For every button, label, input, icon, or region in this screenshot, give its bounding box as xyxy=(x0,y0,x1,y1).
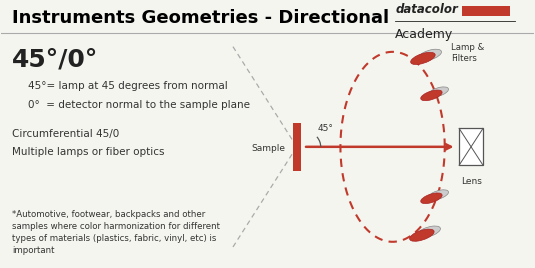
Text: Multiple lamps or fiber optics: Multiple lamps or fiber optics xyxy=(12,147,165,157)
Text: Circumferential 45/0: Circumferential 45/0 xyxy=(12,129,119,139)
Ellipse shape xyxy=(418,49,441,61)
Ellipse shape xyxy=(411,52,435,65)
Text: Lamp &
Filters: Lamp & Filters xyxy=(451,43,484,63)
Ellipse shape xyxy=(417,226,440,238)
FancyBboxPatch shape xyxy=(459,128,483,165)
Ellipse shape xyxy=(421,90,442,101)
FancyBboxPatch shape xyxy=(293,123,301,170)
Text: *Automotive, footwear, backpacks and other
samples where color harmonization for: *Automotive, footwear, backpacks and oth… xyxy=(12,210,220,255)
Ellipse shape xyxy=(428,87,448,97)
Ellipse shape xyxy=(428,190,448,200)
Text: Lens: Lens xyxy=(461,177,482,186)
Text: Sample: Sample xyxy=(251,144,286,153)
FancyBboxPatch shape xyxy=(462,6,510,16)
Text: datacolor: datacolor xyxy=(395,3,458,16)
Text: Academy: Academy xyxy=(395,28,454,41)
Ellipse shape xyxy=(410,229,434,241)
Text: 0°  = detector normal to the sample plane: 0° = detector normal to the sample plane xyxy=(28,100,250,110)
Ellipse shape xyxy=(421,193,442,204)
Text: 45°: 45° xyxy=(318,124,334,133)
Text: Instruments Geometries - Directional: Instruments Geometries - Directional xyxy=(12,9,389,27)
Text: 45°= lamp at 45 degrees from normal: 45°= lamp at 45 degrees from normal xyxy=(28,81,228,91)
Text: 45°/0°: 45°/0° xyxy=(12,48,98,72)
